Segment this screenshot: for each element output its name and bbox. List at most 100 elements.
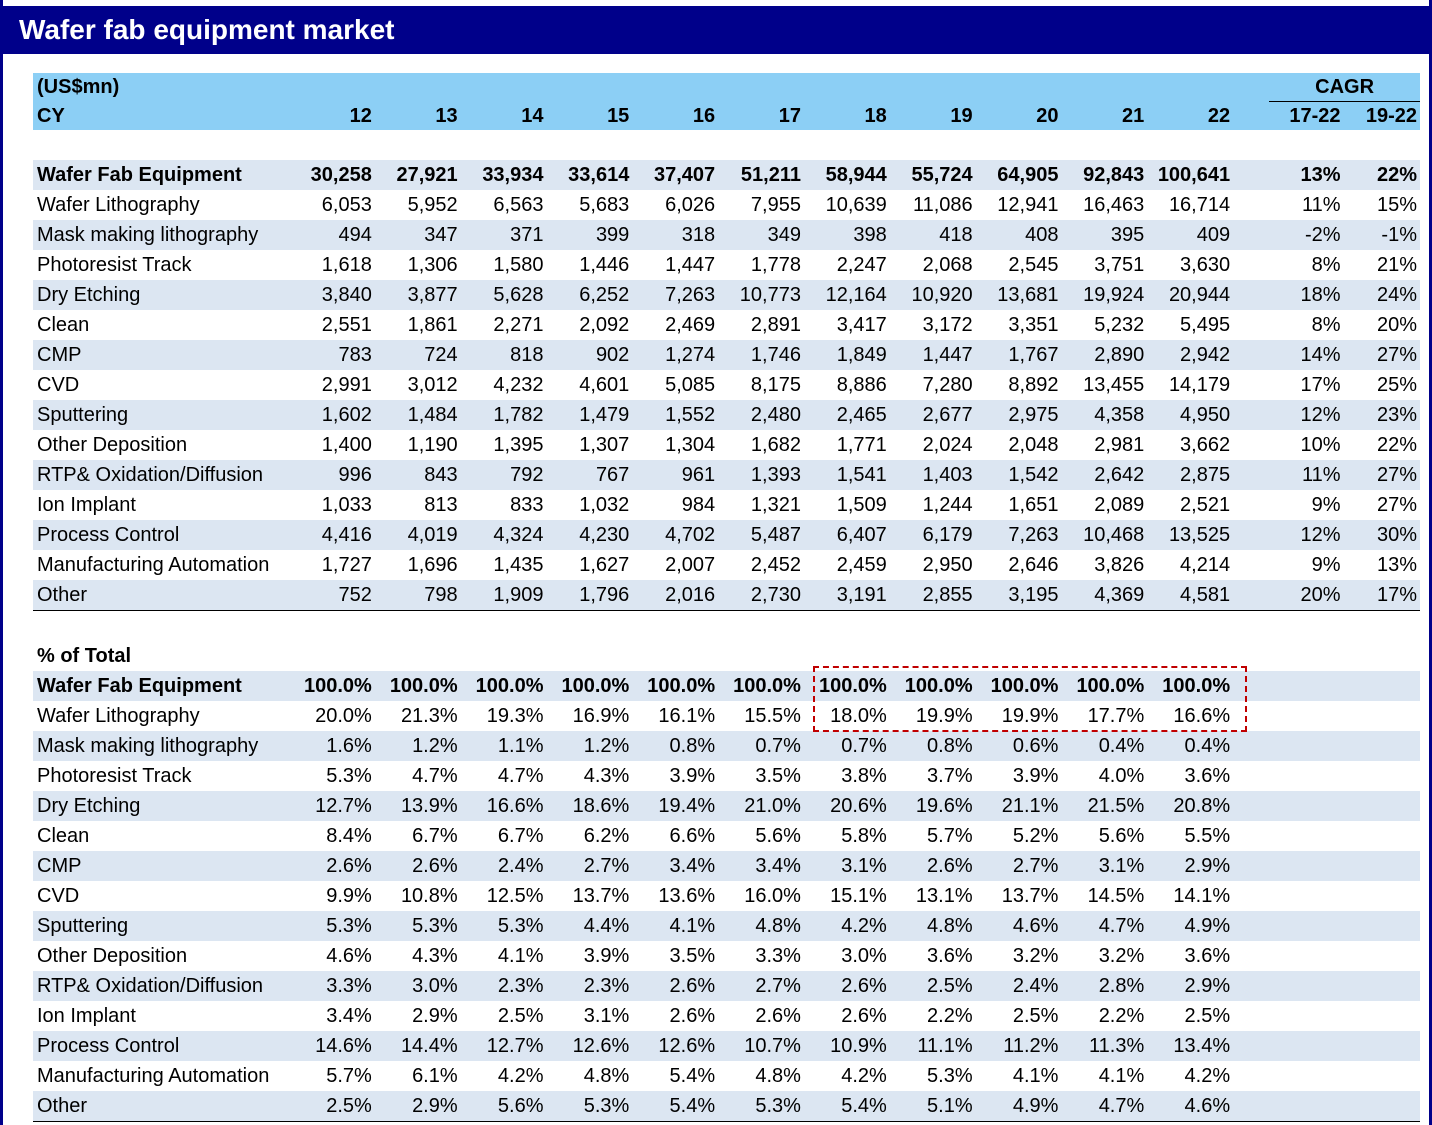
value-cell: 1,274 <box>632 340 719 370</box>
percent-cell: 6.7% <box>412 825 458 847</box>
row-label: Other Deposition <box>37 434 188 456</box>
blank-cell <box>1269 791 1344 821</box>
percent-cell: 2.6% <box>632 971 719 1001</box>
header-blank <box>289 73 375 102</box>
cagr-cell: 15% <box>1376 194 1417 216</box>
cagr-cell: 9% <box>1311 494 1341 516</box>
percent-cell: 2.8% <box>1061 971 1148 1001</box>
value-cell: 5,628 <box>460 280 547 310</box>
value-cell: 8,175 <box>750 374 801 396</box>
percent-cell: 16.0% <box>744 885 801 907</box>
value-cell: 2,068 <box>922 254 973 276</box>
blank-cell <box>1343 971 1420 1001</box>
blank-cell <box>1233 1001 1269 1031</box>
percent-cell: 2.6% <box>755 1005 801 1027</box>
value-cell: 11,086 <box>912 194 973 216</box>
percent-cell: 20.6% <box>803 791 890 821</box>
percent-row: Wafer Fab Equipment 100.0% 100.0% 100.0% 100… <box>33 671 1420 701</box>
blank-cell <box>1343 1091 1420 1122</box>
value-cell: 2,024 <box>922 434 973 456</box>
value-cell: 4,601 <box>579 374 630 396</box>
blank-cell <box>1344 941 1420 971</box>
percent-cell: 18.6% <box>546 791 633 821</box>
blank-cell <box>1233 881 1269 911</box>
cagr-cell: 8% <box>1311 254 1341 276</box>
cagr-cell: 11% <box>1269 460 1344 490</box>
percent-cell: 3.1% <box>1061 851 1148 881</box>
section-label: % of Total <box>37 645 132 667</box>
row-label: Clean <box>37 314 90 336</box>
value-cell: 92,843 <box>1061 160 1148 190</box>
value-cell: 1,696 <box>407 554 458 576</box>
value-cell: 1,782 <box>460 400 547 430</box>
year-header: 14 <box>460 101 547 130</box>
header-blank <box>1233 73 1270 102</box>
blank-cell <box>1344 1001 1420 1031</box>
percent-cell: 100.0% <box>374 671 461 701</box>
value-cell: 902 <box>546 340 633 370</box>
percent-cell: 12.6% <box>546 1031 633 1061</box>
blank-cell <box>1233 340 1270 370</box>
percent-cell: 100.0% <box>632 671 719 701</box>
percent-cell: 3.3% <box>755 945 801 967</box>
blank-cell <box>1233 310 1269 340</box>
blank-cell <box>1233 280 1270 310</box>
cagr-cell: 17% <box>1300 374 1341 396</box>
blank-cell <box>1233 671 1270 701</box>
percent-cell: 2.5% <box>1012 1005 1059 1027</box>
value-cell: 10,639 <box>825 194 887 216</box>
percent-cell: 4.2% <box>841 1065 887 1087</box>
value-cell: 1,796 <box>546 580 633 611</box>
value-cell: 2,975 <box>975 400 1062 430</box>
value-cell: 51,211 <box>718 160 804 190</box>
percent-cell: 19.9% <box>915 705 973 727</box>
value-cell: 2,465 <box>803 400 890 430</box>
percent-cell: 3.3% <box>289 971 375 1001</box>
value-cell: 347 <box>374 220 461 250</box>
value-cell: 2,891 <box>750 314 801 336</box>
percent-cell: 13.7% <box>1001 885 1059 907</box>
value-cell: 4,369 <box>1061 580 1148 611</box>
percent-cell: 4.3% <box>412 945 458 967</box>
cagr-cell: 21% <box>1376 254 1417 276</box>
percent-cell: 4.7% <box>497 765 544 787</box>
value-cell: 1,541 <box>803 460 890 490</box>
percent-cell: 8.4% <box>326 825 372 847</box>
value-cell: 33,614 <box>546 160 633 190</box>
cagr-cell: 13% <box>1376 554 1417 576</box>
percent-cell: 5.3% <box>546 1091 633 1122</box>
blank-cell <box>1269 851 1344 881</box>
value-cell: 398 <box>803 220 890 250</box>
value-row: CVD 2,991 3,012 4,232 4,601 5,085 8,175 8,886 7,… <box>33 370 1420 400</box>
percent-cell: 3.1% <box>583 1005 630 1027</box>
percent-cell: 19.9% <box>1001 705 1059 727</box>
row-label: Manufacturing Automation <box>37 554 270 576</box>
percent-cell: 5.3% <box>289 911 375 941</box>
value-cell: 6,252 <box>546 280 633 310</box>
header-blank <box>803 73 890 102</box>
cagr-cell: 22% <box>1376 434 1417 456</box>
percent-cell: 5.2% <box>1012 825 1059 847</box>
blank-cell <box>1233 731 1270 761</box>
blank-cell <box>1233 580 1270 611</box>
value-cell: 3,630 <box>1180 254 1231 276</box>
header-blank <box>718 73 804 102</box>
header-blank <box>546 73 633 102</box>
value-cell: 1,435 <box>493 554 544 576</box>
value-cell: 371 <box>460 220 547 250</box>
percent-cell: 5.6% <box>1098 825 1145 847</box>
value-cell: 1,033 <box>321 494 372 516</box>
percent-cell: 19.4% <box>632 791 719 821</box>
value-cell: 4,581 <box>1147 580 1234 611</box>
value-cell: 1,552 <box>632 400 719 430</box>
blank-cell <box>1269 881 1343 911</box>
cagr-cell: 20% <box>1269 580 1344 611</box>
value-row: Wafer Lithography 6,053 5,952 6,563 5,683 6,0… <box>33 190 1420 220</box>
percent-cell: 5.3% <box>326 765 372 787</box>
cagr-cell: -1% <box>1343 220 1420 250</box>
row-label: Photoresist Track <box>37 765 192 787</box>
cagr-cell: 17% <box>1343 580 1420 611</box>
value-cell: 2,048 <box>1008 434 1059 456</box>
value-cell: 1,627 <box>579 554 630 576</box>
value-cell: 318 <box>632 220 719 250</box>
